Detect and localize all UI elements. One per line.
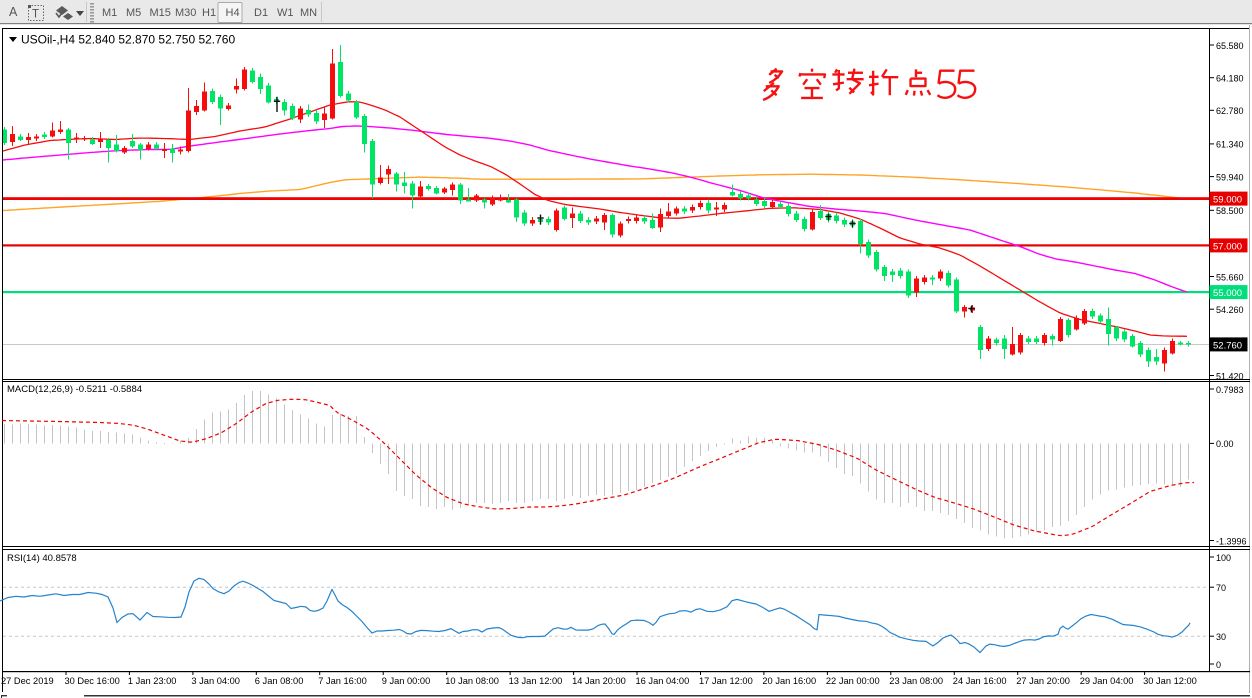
svg-text:70: 70 [1216, 583, 1226, 593]
svg-text:16 Jan 04:00: 16 Jan 04:00 [636, 676, 690, 686]
svg-text:6 Jan 08:00: 6 Jan 08:00 [255, 676, 304, 686]
svg-text:H1: H1 [202, 7, 216, 19]
svg-text:27 Dec 2019: 27 Dec 2019 [1, 676, 54, 686]
svg-text:30: 30 [1216, 632, 1226, 642]
svg-text:100: 100 [1216, 553, 1231, 563]
svg-text:23 Jan 08:00: 23 Jan 08:00 [889, 676, 943, 686]
svg-text:29 Jan 04:00: 29 Jan 04:00 [1080, 676, 1134, 686]
svg-text:59.000: 59.000 [1213, 195, 1242, 206]
svg-text:MACD(12,26,9) -0.5211 -0.5884: MACD(12,26,9) -0.5211 -0.5884 [7, 384, 142, 395]
svg-text:20 Jan 16:00: 20 Jan 16:00 [762, 676, 816, 686]
svg-text:55.660: 55.660 [1216, 272, 1244, 282]
svg-text:30 Jan 12:00: 30 Jan 12:00 [1143, 676, 1197, 686]
svg-text:MN: MN [300, 7, 317, 19]
svg-text:17 Jan 12:00: 17 Jan 12:00 [699, 676, 753, 686]
svg-text:54.260: 54.260 [1216, 305, 1244, 315]
svg-text:30 Dec 16:00: 30 Dec 16:00 [65, 676, 120, 686]
svg-text:64.180: 64.180 [1216, 74, 1244, 84]
svg-text:3 Jan 04:00: 3 Jan 04:00 [191, 676, 240, 686]
svg-text:57.000: 57.000 [1213, 241, 1242, 252]
svg-text:M5: M5 [126, 7, 141, 19]
svg-text:0: 0 [1216, 660, 1221, 670]
svg-text:62.780: 62.780 [1216, 106, 1244, 116]
svg-text:58.500: 58.500 [1216, 206, 1244, 216]
svg-text:55.000: 55.000 [1213, 288, 1242, 299]
svg-text:M30: M30 [175, 7, 196, 19]
svg-text:A: A [9, 5, 18, 19]
svg-text:13 Jan 12:00: 13 Jan 12:00 [509, 676, 563, 686]
svg-text:22 Jan 00:00: 22 Jan 00:00 [826, 676, 880, 686]
svg-text:USOil-,H4 52.840 52.870 52.75: USOil-,H4 52.840 52.870 52.750 52.760 [21, 33, 235, 47]
svg-text:T: T [32, 9, 39, 21]
svg-text:RSI(14) 40.8578: RSI(14) 40.8578 [7, 553, 77, 564]
svg-text:7 Jan 16:00: 7 Jan 16:00 [318, 676, 367, 686]
svg-text:W1: W1 [277, 7, 294, 19]
svg-text:9 Jan 00:00: 9 Jan 00:00 [382, 676, 431, 686]
svg-text:65.580: 65.580 [1216, 41, 1244, 51]
svg-text:0.00: 0.00 [1216, 439, 1234, 449]
svg-text:D1: D1 [254, 7, 268, 19]
svg-text:14 Jan 20:00: 14 Jan 20:00 [572, 676, 626, 686]
svg-text:61.340: 61.340 [1216, 140, 1244, 150]
svg-text:10 Jan 08:00: 10 Jan 08:00 [445, 676, 499, 686]
svg-text:M15: M15 [150, 7, 171, 19]
svg-text:0.7983: 0.7983 [1216, 385, 1244, 395]
svg-text:1 Jan 23:00: 1 Jan 23:00 [128, 676, 177, 686]
svg-text:52.760: 52.760 [1213, 340, 1242, 351]
svg-text:H4: H4 [226, 7, 240, 19]
svg-text:-1.3996: -1.3996 [1216, 536, 1247, 546]
svg-text:24 Jan 16:00: 24 Jan 16:00 [953, 676, 1007, 686]
svg-text:M1: M1 [102, 7, 117, 19]
svg-text:27 Jan 20:00: 27 Jan 20:00 [1016, 676, 1070, 686]
svg-text:59.940: 59.940 [1216, 172, 1244, 182]
svg-text:51.420: 51.420 [1216, 371, 1244, 381]
